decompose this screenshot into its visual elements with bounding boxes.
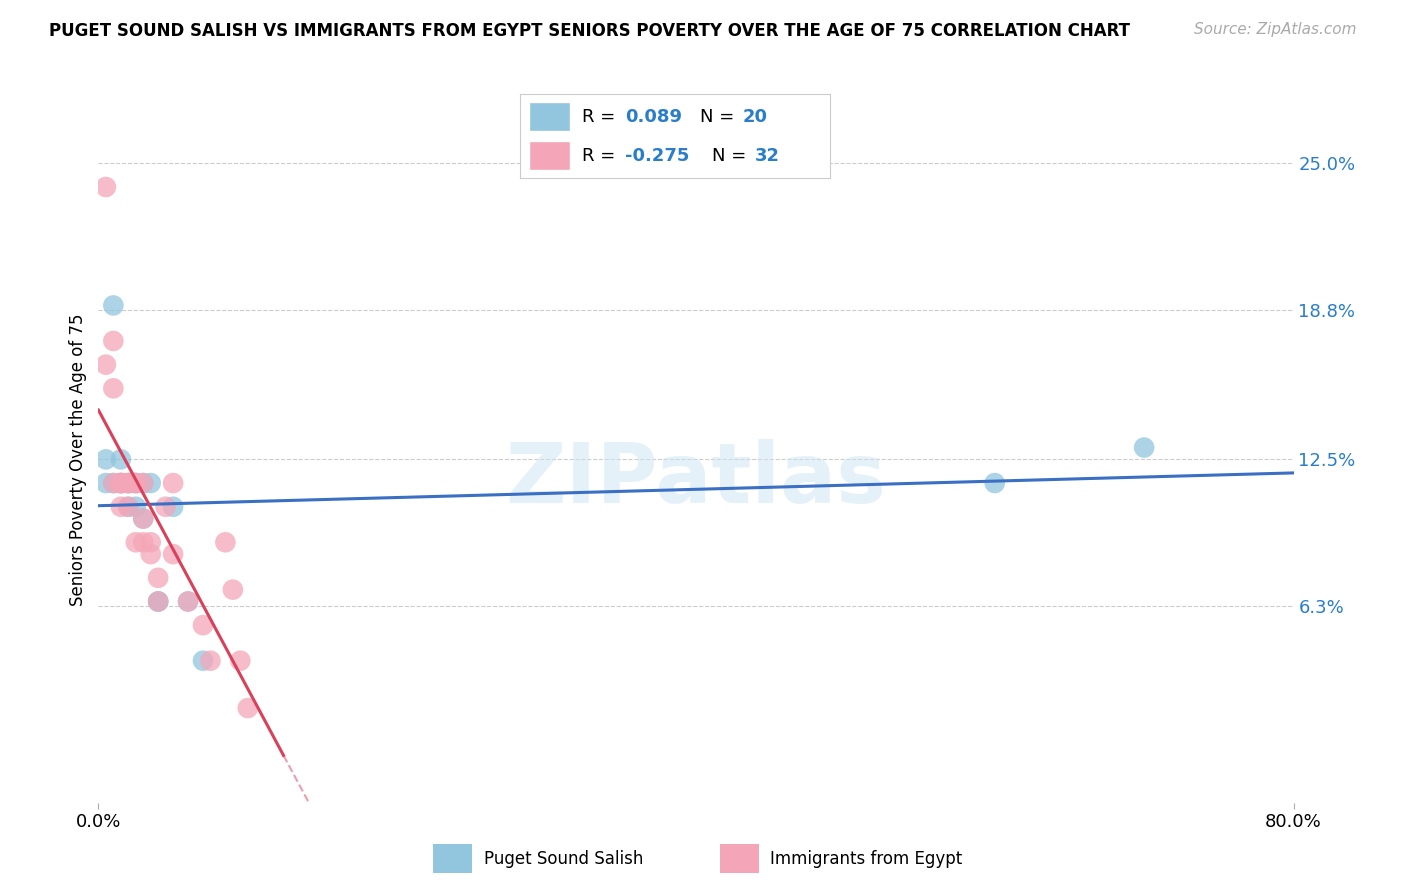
Point [177,594,200,608]
Point [132,511,155,525]
Point [148,594,170,608]
Point [103,381,125,395]
Point [132,476,155,491]
Point [110,476,132,491]
Text: N =: N = [700,108,740,126]
Point [110,476,132,491]
Point [125,535,148,549]
Text: PUGET SOUND SALISH VS IMMIGRANTS FROM EGYPT SENIORS POVERTY OVER THE AGE OF 75 C: PUGET SOUND SALISH VS IMMIGRANTS FROM EG… [49,22,1130,40]
FancyBboxPatch shape [720,844,759,873]
Text: 32: 32 [755,146,780,164]
Point [132,535,155,549]
Text: Immigrants from Egypt: Immigrants from Egypt [770,849,963,868]
Point [139,476,162,491]
Point [222,582,245,597]
Text: R =: R = [582,146,621,164]
Point [117,500,139,514]
Point [103,476,125,491]
Text: 20: 20 [742,108,768,126]
Point [110,476,132,491]
Point [148,594,170,608]
Point [162,547,184,561]
Point [236,701,259,715]
Point [110,452,132,467]
Point [162,500,184,514]
Point [125,500,148,514]
Point [148,594,170,608]
Point [1133,441,1156,455]
Text: N =: N = [711,146,752,164]
Point [132,476,155,491]
Point [94,452,117,467]
Point [117,476,139,491]
Point [984,476,1007,491]
Point [139,547,162,561]
Text: R =: R = [582,108,621,126]
Point [117,476,139,491]
Point [94,476,117,491]
Text: ZIPatlas: ZIPatlas [506,440,886,521]
Text: Puget Sound Salish: Puget Sound Salish [484,849,643,868]
Point [110,500,132,514]
FancyBboxPatch shape [433,844,472,873]
Point [110,476,132,491]
Text: Source: ZipAtlas.com: Source: ZipAtlas.com [1194,22,1357,37]
FancyBboxPatch shape [530,103,569,131]
Point [139,535,162,549]
Y-axis label: Seniors Poverty Over the Age of 75: Seniors Poverty Over the Age of 75 [69,313,87,606]
Point [103,298,125,312]
Point [103,476,125,491]
Point [125,476,148,491]
Point [148,571,170,585]
FancyBboxPatch shape [530,141,569,169]
Point [214,535,236,549]
Point [94,180,117,194]
Point [132,511,155,525]
Point [177,594,200,608]
Point [117,476,139,491]
Point [229,654,252,668]
Point [125,476,148,491]
Point [162,476,184,491]
Point [94,358,117,372]
Point [117,500,139,514]
Point [191,618,214,632]
Point [191,654,214,668]
Text: 0.089: 0.089 [626,108,682,126]
Point [103,334,125,348]
Point [155,500,177,514]
Point [200,654,222,668]
Text: -0.275: -0.275 [626,146,690,164]
Point [125,476,148,491]
